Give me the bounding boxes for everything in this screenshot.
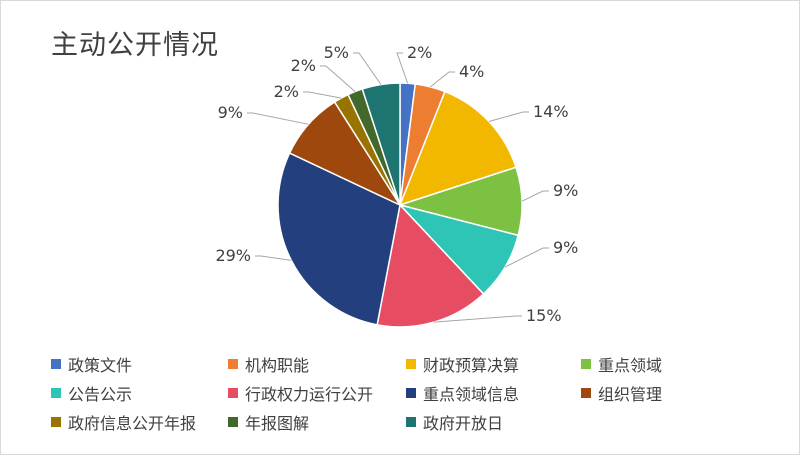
data-label-11: 5% [324, 43, 349, 62]
legend-label: 重点领域 [598, 356, 663, 375]
pie-slice-6 [376, 203, 485, 328]
legend-item-9: 政府信息公开年报 [51, 411, 228, 433]
leader-line-1 [396, 52, 409, 84]
legend-swatch-icon [406, 359, 416, 369]
legend-item-6: 行政权力运行公开 [228, 382, 406, 404]
leader-line-10 [320, 65, 356, 92]
legend-label: 公告公示 [68, 385, 133, 404]
chart-title: 主动公开情况 [51, 30, 219, 61]
legend-label: 重点领域信息 [423, 385, 520, 404]
legend-swatch-icon [581, 388, 591, 398]
legend-swatch-icon [228, 359, 238, 369]
data-label-5: 9% [553, 238, 578, 257]
legend-item-8: 组织管理 [581, 382, 756, 404]
legend-item-10: 年报图解 [228, 411, 406, 433]
leader-line-7 [255, 255, 292, 261]
leader-line-3 [488, 111, 529, 122]
legend-swatch-icon [51, 359, 61, 369]
data-label-6: 15% [526, 306, 562, 325]
legend-label: 年报图解 [245, 414, 310, 433]
legend-label: 政府信息公开年报 [68, 414, 197, 433]
leader-line-9 [303, 91, 342, 99]
leader-line-8 [247, 112, 309, 125]
legend-item-4: 重点领域 [581, 353, 756, 375]
legend-swatch-icon [406, 388, 416, 398]
data-label-2: 4% [459, 62, 484, 81]
leader-line-11 [353, 52, 382, 85]
legend-swatch-icon [581, 359, 591, 369]
data-label-3: 14% [533, 102, 569, 121]
legend-item-7: 重点领域信息 [406, 382, 581, 404]
legend-item-2: 机构职能 [228, 353, 406, 375]
legend-item-3: 财政预算决算 [406, 353, 581, 375]
pie-slice-11 [361, 82, 401, 206]
legend-swatch-icon [228, 417, 238, 427]
leader-line-2 [430, 71, 455, 88]
chart-legend: 政策文件 机构职能 财政预算决算 重点领域公告公示 行政权力运行公开 重点领域信息 组织管理… [51, 353, 791, 433]
legend-swatch-icon [51, 417, 61, 427]
data-label-4: 9% [553, 181, 578, 200]
data-label-9: 2% [274, 82, 299, 101]
legend-label: 组织管理 [598, 385, 663, 404]
legend-label: 财政预算决算 [423, 356, 520, 375]
legend-swatch-icon [406, 417, 416, 427]
legend-swatch-icon [228, 388, 238, 398]
legend-item-11: 政府开放日 [406, 411, 581, 433]
legend-label: 行政权力运行公开 [245, 385, 374, 404]
legend-label: 机构职能 [245, 356, 310, 375]
legend-label: 政策文件 [68, 356, 133, 375]
leader-line-6 [433, 315, 522, 323]
data-label-10: 2% [291, 56, 316, 75]
leader-line-4 [521, 190, 549, 202]
data-label-1: 2% [407, 43, 432, 62]
pie-slice-7 [277, 152, 401, 326]
data-label-8: 9% [218, 103, 243, 122]
legend-item-1: 政策文件 [51, 353, 228, 375]
legend-label: 政府开放日 [423, 414, 504, 433]
legend-item-5: 公告公示 [51, 382, 228, 404]
leader-line-5 [504, 247, 549, 268]
legend-swatch-icon [51, 388, 61, 398]
data-label-7: 29% [215, 246, 251, 265]
